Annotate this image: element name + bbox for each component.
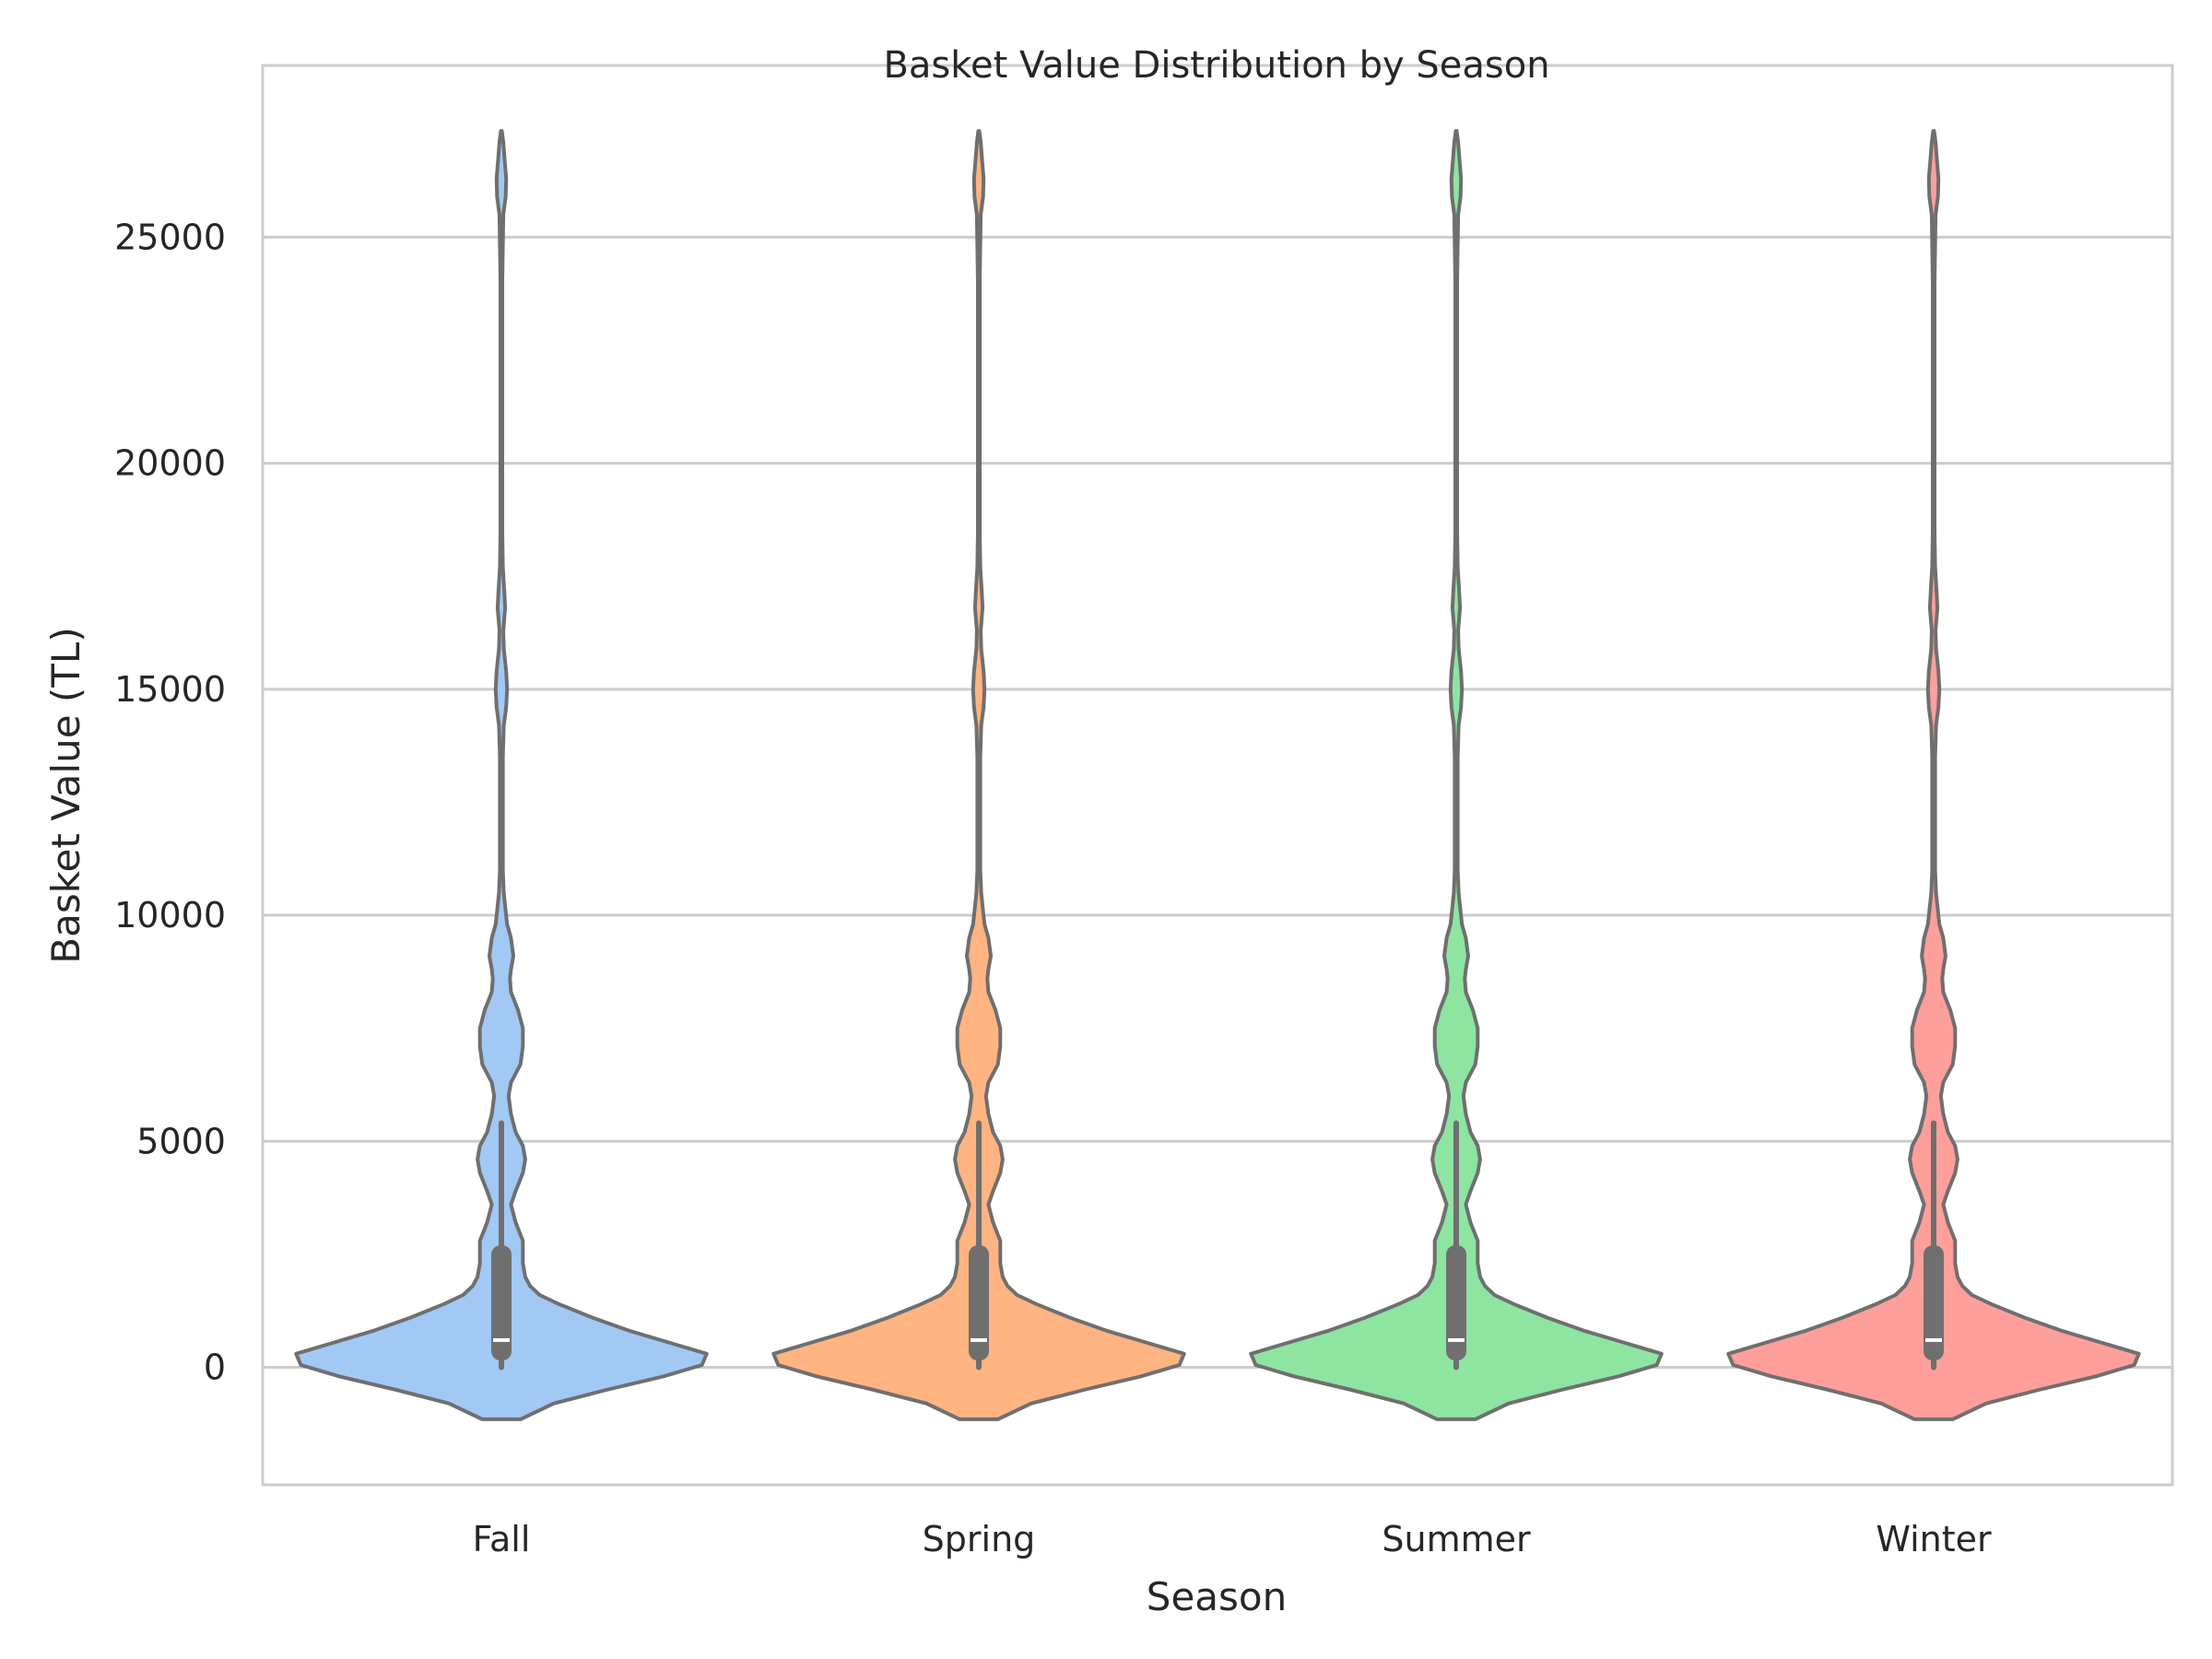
x-axis-label: Season [1147, 1574, 1287, 1619]
y-tick-label: 10000 [114, 895, 226, 935]
chart-title: Basket Value Distribution by Season [883, 44, 1549, 87]
violin-fall [294, 129, 709, 1421]
y-tick-label: 20000 [114, 443, 226, 484]
y-tick-label: 25000 [114, 217, 226, 257]
violin-winter [1726, 129, 2141, 1421]
y-axis-label: Basket Value (TL) [43, 627, 88, 963]
iqr-box-summer [1446, 1245, 1466, 1361]
x-tick-labels: Fall Spring Summer Winter [473, 1519, 1992, 1559]
x-tick-label: Summer [1382, 1519, 1531, 1559]
grid-layer [263, 235, 2172, 1369]
x-tick-label: Spring [923, 1519, 1036, 1559]
violin-layer [294, 129, 2141, 1421]
box-layer [491, 1120, 1944, 1371]
x-tick-label: Fall [473, 1519, 531, 1559]
violin-spring [771, 129, 1186, 1421]
plot-frame [261, 64, 2174, 1487]
violin-summer [1249, 129, 1664, 1421]
x-tick-label: Winter [1876, 1519, 1992, 1559]
y-tick-label: 15000 [114, 669, 226, 710]
iqr-box-fall [491, 1245, 512, 1361]
y-tick-labels: 0 5000 10000 15000 20000 25000 [114, 217, 226, 1387]
y-tick-label: 5000 [136, 1121, 226, 1161]
iqr-box-winter [1924, 1245, 1944, 1361]
y-tick-label: 0 [204, 1347, 226, 1387]
iqr-box-spring [969, 1245, 989, 1361]
